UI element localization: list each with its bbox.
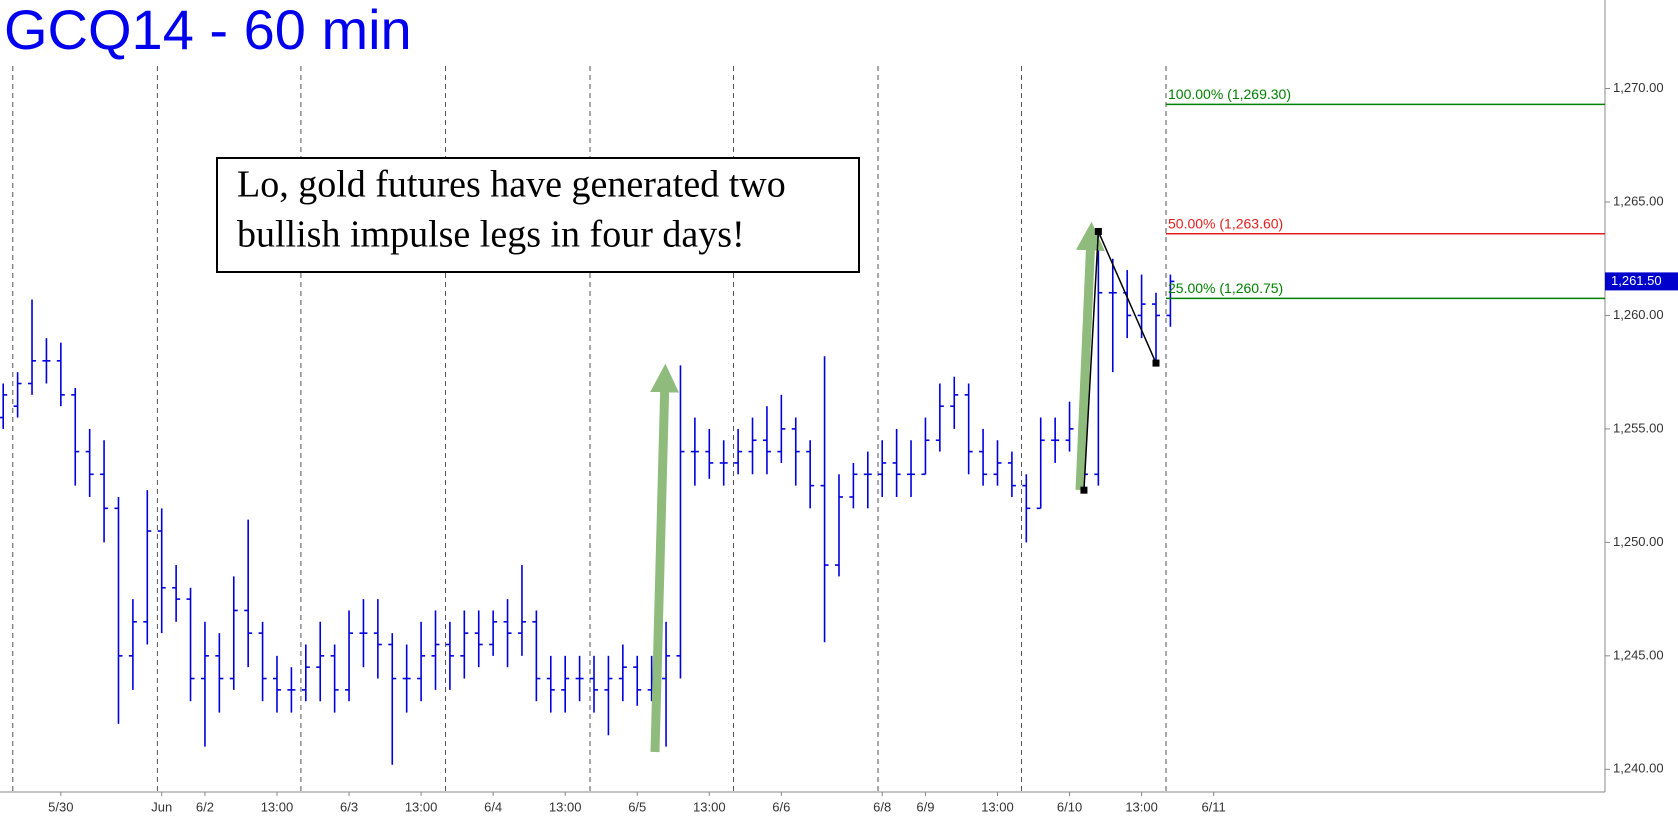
y-tick-label: 1,270.00: [1613, 80, 1664, 95]
last-price-box: [1605, 272, 1678, 291]
x-tick-label: Jun: [151, 799, 172, 814]
impulse-arrow: [650, 363, 680, 753]
fib-label: 50.00% (1,263.60): [1168, 215, 1283, 231]
x-tick-label: 6/3: [340, 799, 358, 814]
zigzag-point: [1152, 359, 1160, 367]
chart-title: GCQ14 - 60 min: [4, 0, 412, 61]
impulse-arrow: [1075, 221, 1105, 491]
x-tick-label: 13:00: [1125, 799, 1158, 814]
annotation-box: [216, 157, 860, 273]
y-tick-label: 1,245.00: [1613, 647, 1664, 662]
zigzag-point: [1094, 227, 1102, 235]
x-tick-label: 6/4: [484, 799, 502, 814]
y-tick-label: 1,240.00: [1613, 761, 1664, 776]
x-tick-label: 6/11: [1201, 799, 1225, 814]
last-price-label: 1,261.50: [1611, 273, 1662, 288]
x-tick-label: 6/8: [873, 799, 891, 814]
x-tick-label: 6/10: [1057, 799, 1082, 814]
y-tick-label: 1,255.00: [1613, 420, 1664, 435]
x-tick-label: 13:00: [693, 799, 726, 814]
annotation-line: Lo, gold futures have generated two: [237, 164, 786, 206]
y-tick-label: 1,265.00: [1613, 193, 1664, 208]
y-tick-label: 1,250.00: [1613, 534, 1664, 549]
zigzag-point: [1080, 486, 1088, 494]
x-tick-label: 6/9: [916, 799, 934, 814]
fib-label: 25.00% (1,260.75): [1168, 280, 1283, 296]
zigzag-line: [1083, 231, 1157, 491]
fib-label: 100.00% (1,269.30): [1168, 86, 1291, 102]
x-tick-label: 13:00: [549, 799, 582, 814]
x-tick-label: 13:00: [405, 799, 438, 814]
x-tick-label: 6/5: [628, 799, 646, 814]
x-tick-label: 13:00: [261, 799, 294, 814]
x-tick-label: 6/2: [196, 799, 214, 814]
annotation-line: bullish impulse legs in four days!: [237, 214, 745, 256]
x-tick-label: 13:00: [981, 799, 1014, 814]
x-tick-label: 6/6: [772, 799, 790, 814]
x-tick-label: 5/30: [48, 799, 73, 814]
y-tick-label: 1,260.00: [1613, 307, 1664, 322]
